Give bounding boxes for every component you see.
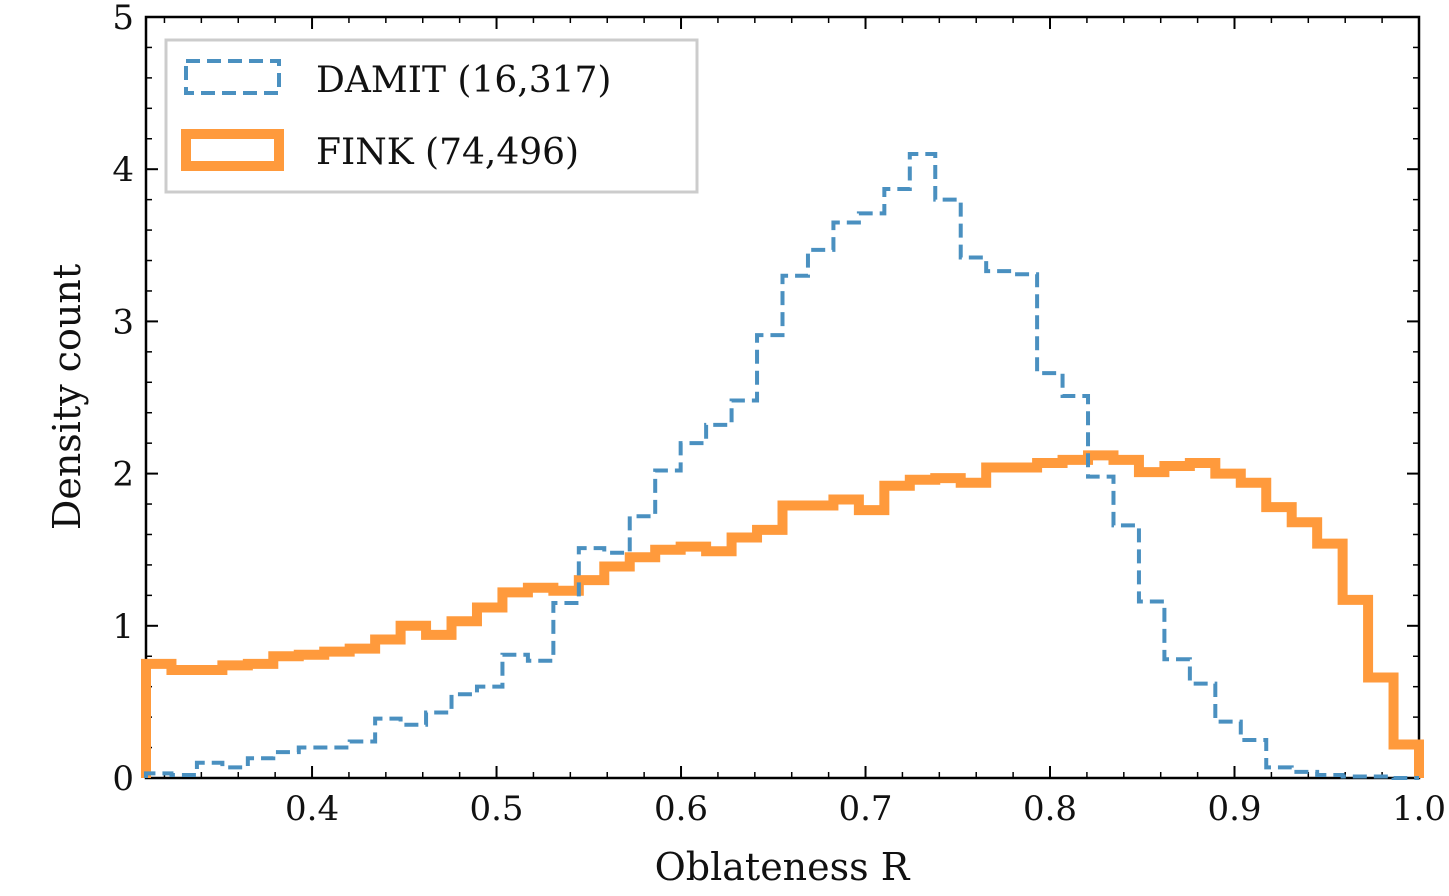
x-tick-label: 0.5 xyxy=(469,789,523,829)
y-tick-label: 5 xyxy=(112,0,134,38)
plot-frame xyxy=(144,15,1421,780)
plot-area: 0.4 0.5 0.6 0.7 0.8 0.9 1.0 0 1 2 3 4 5 xyxy=(112,0,1446,829)
y-tick-label: 3 xyxy=(112,302,134,342)
y-tick-label: 4 xyxy=(112,150,134,190)
legend: DAMIT (16,317) FINK (74,496) xyxy=(164,38,699,194)
y-tick-label: 2 xyxy=(112,455,134,495)
x-tick-label: 1.0 xyxy=(1392,789,1446,829)
damit-histogram-line xyxy=(144,151,1419,780)
fink-histogram-line xyxy=(141,450,1424,778)
x-tick-label: 0.4 xyxy=(285,789,339,829)
x-tick-label: 0.6 xyxy=(654,789,708,829)
legend-label-fink: FINK (74,496) xyxy=(316,132,579,173)
y-tick-label: 0 xyxy=(112,759,134,799)
x-axis-label: Oblateness R xyxy=(655,845,911,889)
y-axis-label: Density count xyxy=(45,264,89,530)
series-layer xyxy=(141,151,1424,780)
x-tick-label: 0.9 xyxy=(1207,789,1261,829)
x-tick-label: 0.7 xyxy=(838,789,892,829)
x-tick-label: 0.8 xyxy=(1023,789,1077,829)
x-axis-ticks: 0.4 0.5 0.6 0.7 0.8 0.9 1.0 xyxy=(163,17,1446,829)
y-tick-label: 1 xyxy=(112,607,134,647)
legend-label-damit: DAMIT (16,317) xyxy=(316,60,611,101)
legend-swatch-damit xyxy=(184,59,281,95)
legend-swatch-fink xyxy=(181,129,284,171)
